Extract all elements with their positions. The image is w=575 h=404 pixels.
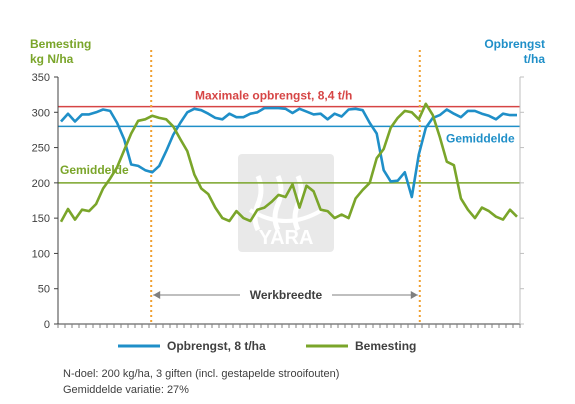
left-tick-label: 100 [32, 248, 50, 260]
watermark-text: YARA [259, 227, 314, 249]
left-tick-label: 300 [32, 107, 50, 119]
left-tick-label: 250 [32, 143, 50, 155]
left-tick-label: 350 [32, 72, 50, 84]
work-width-arrowhead-left [153, 291, 161, 299]
legend: Opbrengst, 8 t/ha Bemesting [118, 339, 416, 353]
work-width-label: Werkbreedte [250, 288, 323, 302]
footnote-line2: Gemiddelde variatie: 27% [63, 384, 189, 396]
right-axis-title-line1: Opbrengst [484, 37, 545, 51]
right-axis-title-line2: t/ha [524, 52, 546, 66]
max-yield-label: Maximale opbrengst, 8,4 t/h [195, 89, 352, 103]
work-width-arrowhead-right [410, 291, 418, 299]
left-tick-label: 150 [32, 213, 50, 225]
yield-series-line [60, 106, 517, 199]
footnote-line1: N-doel: 200 kg/ha, 3 giften (incl. gesta… [63, 368, 339, 380]
left-axis-title-line2: kg N/ha [30, 52, 74, 66]
left-tick-label: 0 [44, 319, 50, 331]
legend-fert-label: Bemesting [355, 339, 416, 353]
yara-watermark-logo: YARA [238, 154, 334, 252]
average-label-right: Gemiddelde [446, 131, 515, 145]
legend-yield-label: Opbrengst, 8 t/ha [167, 339, 266, 353]
left-axis-title-line1: Bemesting [30, 37, 91, 51]
fertilizer-series-line [59, 102, 518, 223]
left-tick-label: 50 [38, 284, 50, 296]
work-width-indicator: Werkbreedte [153, 286, 418, 302]
left-tick-label: 200 [32, 178, 50, 190]
average-label-left: Gemiddelde [60, 163, 129, 177]
